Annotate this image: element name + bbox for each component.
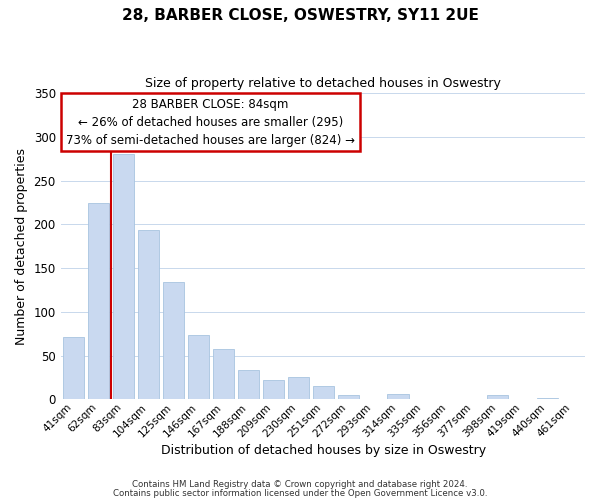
Bar [487,395,508,400]
Bar [263,380,284,400]
Bar [138,230,159,400]
Bar [213,348,234,400]
Title: Size of property relative to detached houses in Oswestry: Size of property relative to detached ho… [145,78,501,90]
Text: 28 BARBER CLOSE: 84sqm
← 26% of detached houses are smaller (295)
73% of semi-de: 28 BARBER CLOSE: 84sqm ← 26% of detached… [66,98,355,146]
Bar [537,398,558,400]
Bar [338,395,359,400]
Bar [388,394,409,400]
Bar [163,282,184,400]
Y-axis label: Number of detached properties: Number of detached properties [15,148,28,344]
Bar [313,386,334,400]
X-axis label: Distribution of detached houses by size in Oswestry: Distribution of detached houses by size … [161,444,486,458]
Bar [238,370,259,400]
Bar [113,154,134,400]
Text: 28, BARBER CLOSE, OSWESTRY, SY11 2UE: 28, BARBER CLOSE, OSWESTRY, SY11 2UE [122,8,478,22]
Bar [63,337,85,400]
Bar [88,204,109,400]
Text: Contains HM Land Registry data © Crown copyright and database right 2024.: Contains HM Land Registry data © Crown c… [132,480,468,489]
Bar [287,378,309,400]
Bar [188,336,209,400]
Text: Contains public sector information licensed under the Open Government Licence v3: Contains public sector information licen… [113,489,487,498]
